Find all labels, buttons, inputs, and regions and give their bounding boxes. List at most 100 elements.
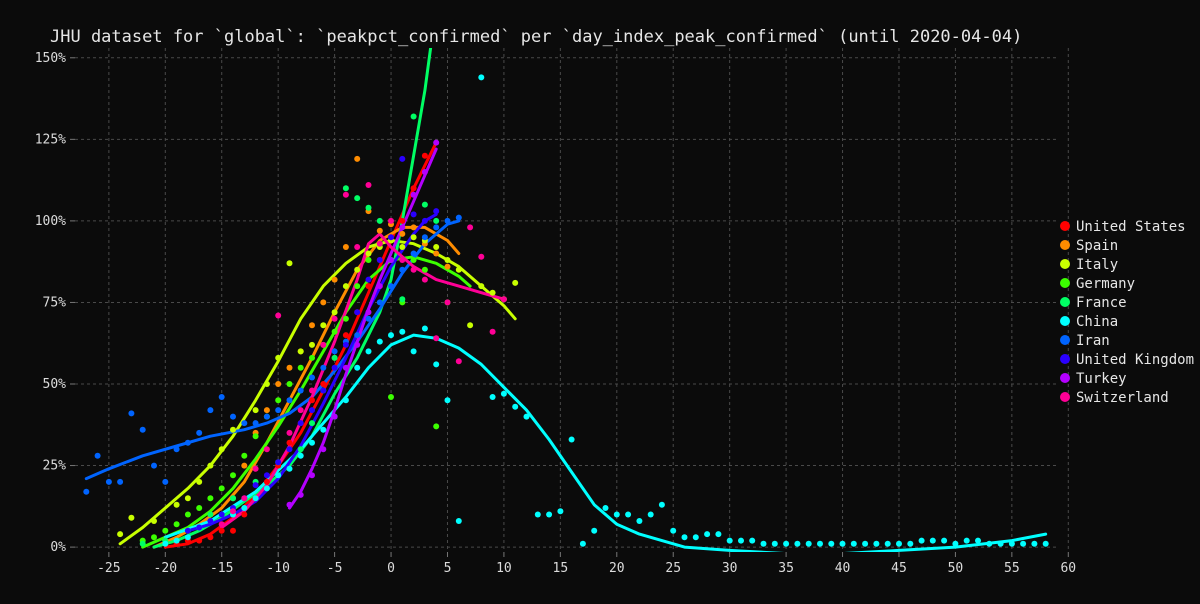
data-point	[399, 217, 406, 224]
data-point	[275, 381, 282, 387]
data-point	[354, 195, 361, 202]
fit-line	[163, 333, 1048, 552]
data-point	[455, 266, 462, 273]
data-point	[399, 296, 406, 303]
data-point	[331, 276, 338, 283]
data-point	[342, 364, 349, 371]
data-point	[410, 113, 417, 120]
data-point	[365, 315, 372, 322]
legend-marker	[1060, 278, 1070, 288]
data-point	[365, 204, 372, 211]
y-tick-label: 150%	[35, 51, 66, 66]
data-point	[275, 312, 282, 319]
data-point	[388, 394, 394, 400]
data-point	[218, 521, 225, 528]
data-point	[297, 491, 304, 498]
data-point	[331, 364, 338, 371]
data-point	[365, 283, 372, 290]
data-point	[263, 413, 270, 420]
legend-marker	[1060, 392, 1070, 402]
data-point	[331, 328, 338, 335]
x-tick-label: 25	[665, 561, 681, 576]
data-point	[489, 394, 496, 400]
data-point	[760, 540, 767, 547]
data-point	[839, 540, 846, 547]
data-point	[207, 407, 214, 414]
data-point	[297, 348, 304, 355]
data-point	[320, 381, 327, 387]
data-point	[602, 505, 609, 511]
data-point	[275, 407, 282, 414]
data-point	[433, 217, 440, 224]
fit-line	[118, 239, 517, 546]
data-point	[252, 495, 259, 502]
data-point	[410, 224, 417, 231]
data-point	[252, 433, 259, 440]
data-point	[286, 439, 293, 446]
legend-label: Iran	[1076, 333, 1110, 349]
data-point	[896, 540, 902, 547]
legend: United States Spain Italy Germany France Chin…	[1060, 219, 1194, 406]
data-point	[196, 478, 203, 485]
data-point	[230, 413, 236, 420]
data-point	[433, 224, 440, 231]
data-point	[410, 266, 417, 273]
data-point	[873, 540, 880, 547]
data-point	[388, 234, 394, 241]
data-point	[1042, 540, 1049, 547]
legend-label: Switzerland	[1076, 390, 1169, 406]
data-point	[410, 191, 417, 198]
data-point	[218, 527, 225, 534]
data-point	[433, 361, 440, 368]
x-tick-label: 10	[496, 561, 512, 576]
data-point	[196, 429, 203, 436]
x-tick-label: 40	[835, 561, 851, 576]
data-point	[365, 276, 372, 283]
data-point	[263, 407, 270, 414]
fit-line	[152, 48, 433, 549]
data-point	[749, 537, 756, 544]
data-point	[500, 296, 507, 303]
data-point	[433, 250, 440, 257]
data-point	[196, 505, 203, 511]
data-point	[975, 537, 981, 544]
data-point	[263, 381, 270, 387]
data-point	[320, 299, 327, 306]
data-point	[241, 452, 248, 459]
data-point	[421, 234, 428, 241]
data-point	[218, 511, 225, 518]
y-tick-label: 50%	[43, 377, 67, 392]
data-point	[354, 244, 361, 250]
data-point	[433, 139, 440, 146]
data-point	[263, 472, 270, 479]
data-point	[500, 390, 507, 397]
data-point	[331, 315, 338, 322]
data-point	[715, 531, 722, 538]
data-point	[342, 191, 349, 198]
data-point	[354, 283, 361, 290]
data-point	[184, 495, 191, 502]
data-point	[625, 511, 632, 518]
data-point	[230, 508, 236, 515]
data-point	[376, 227, 383, 234]
data-point	[207, 495, 214, 502]
data-point	[286, 501, 293, 508]
data-point	[309, 420, 315, 427]
data-point	[309, 407, 315, 414]
data-point	[309, 439, 315, 446]
data-point	[286, 260, 293, 267]
data-point	[263, 478, 270, 485]
data-point	[286, 465, 293, 472]
data-point	[444, 299, 451, 306]
data-point	[467, 224, 474, 231]
data-point	[354, 341, 361, 348]
data-point	[410, 185, 417, 192]
legend-label: Germany	[1076, 276, 1135, 292]
data-point	[410, 348, 417, 355]
data-point	[512, 403, 519, 410]
data-point	[241, 495, 248, 502]
data-point	[342, 185, 349, 192]
data-point	[376, 257, 383, 263]
x-tick-label: 55	[1004, 561, 1020, 576]
data-point	[309, 387, 315, 394]
